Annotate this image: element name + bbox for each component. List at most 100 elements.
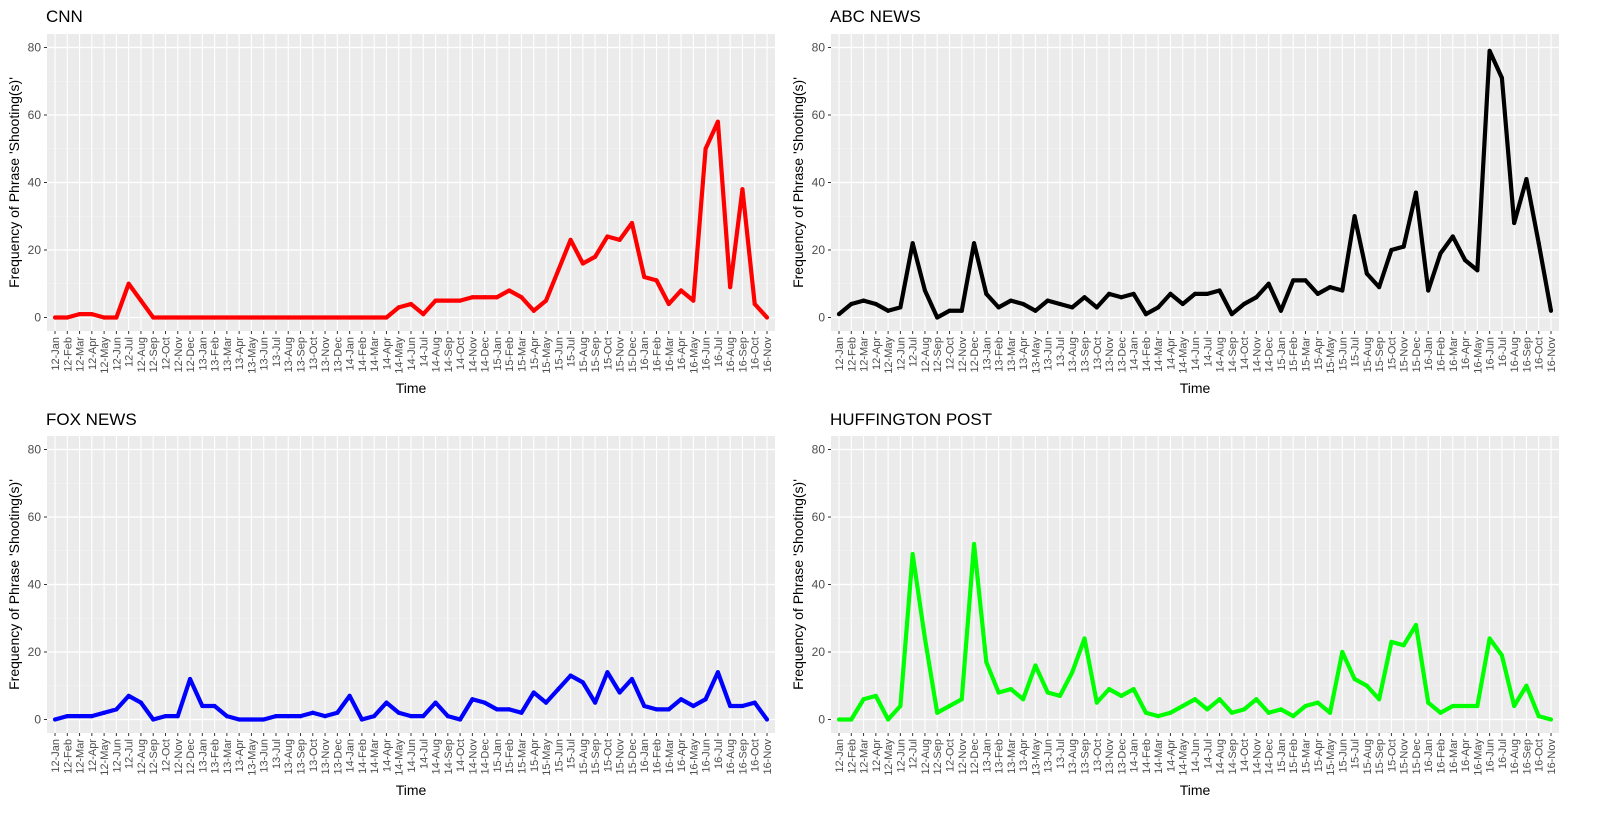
x-tick-label: 12-Jul bbox=[124, 739, 136, 769]
x-tick-label: 16-Feb bbox=[652, 337, 664, 372]
data-point bbox=[1008, 687, 1013, 692]
x-tick-label: 13-Dec bbox=[1116, 337, 1128, 373]
data-point bbox=[163, 315, 168, 320]
x-axis-label: Time bbox=[396, 782, 427, 798]
x-tick-label: 13-Jan bbox=[197, 739, 209, 773]
data-point bbox=[1340, 649, 1345, 655]
data-point bbox=[507, 288, 512, 293]
data-point bbox=[519, 295, 524, 300]
x-tick-label: 16-Jun bbox=[701, 337, 713, 371]
data-point bbox=[873, 301, 878, 307]
data-point bbox=[1315, 291, 1320, 296]
data-point bbox=[163, 714, 168, 719]
x-tick-label: 16-Jul bbox=[1497, 337, 1509, 367]
data-point bbox=[1266, 281, 1271, 286]
x-tick-label: 15-Mar bbox=[1300, 337, 1312, 372]
data-point bbox=[126, 693, 131, 698]
data-point bbox=[593, 254, 598, 259]
data-point bbox=[1156, 714, 1161, 719]
x-tick-label: 15-Mar bbox=[516, 739, 528, 774]
data-point bbox=[752, 301, 757, 307]
data-point bbox=[1217, 697, 1222, 702]
y-tick-label: 60 bbox=[28, 108, 42, 122]
data-point bbox=[286, 714, 291, 719]
x-tick-label: 12-Dec bbox=[185, 337, 197, 373]
data-point bbox=[1450, 234, 1455, 239]
data-point bbox=[1266, 710, 1271, 715]
data-point bbox=[384, 700, 389, 705]
x-tick-label: 13-Sep bbox=[1080, 337, 1092, 372]
x-tick-label: 12-May bbox=[99, 337, 111, 374]
x-tick-label: 15-Jan bbox=[1276, 739, 1288, 773]
x-tick-label: 15-Feb bbox=[1288, 739, 1300, 774]
x-tick-label: 14-Aug bbox=[431, 337, 443, 372]
data-point bbox=[1278, 308, 1284, 313]
x-tick-label: 12-May bbox=[883, 739, 895, 776]
x-tick-label: 12-Sep bbox=[148, 337, 160, 372]
y-tick-label: 20 bbox=[28, 645, 42, 659]
data-point bbox=[1057, 693, 1063, 698]
x-tick-label: 16-Jun bbox=[1485, 337, 1497, 371]
x-tick-label: 14-Mar bbox=[1153, 739, 1165, 774]
data-point bbox=[728, 703, 733, 709]
x-tick-label: 14-Aug bbox=[1215, 337, 1227, 372]
x-tick-label: 12-Jul bbox=[124, 337, 136, 367]
data-point bbox=[310, 710, 315, 715]
x-tick-label: 13-Sep bbox=[296, 739, 308, 774]
data-point bbox=[996, 690, 1001, 695]
data-point bbox=[1327, 285, 1333, 290]
data-point bbox=[77, 714, 82, 719]
x-tick-label: 12-Jun bbox=[895, 739, 907, 773]
data-point bbox=[1021, 697, 1026, 702]
x-tick-label: 16-Feb bbox=[1436, 337, 1448, 372]
x-tick-label: 14-Jun bbox=[406, 337, 418, 371]
data-point bbox=[935, 710, 940, 715]
x-tick-label: 16-Nov bbox=[1546, 739, 1558, 775]
x-tick-label: 16-Aug bbox=[1509, 337, 1521, 372]
x-tick-label: 15-Nov bbox=[615, 739, 627, 775]
x-tick-label: 15-Jul bbox=[1350, 739, 1362, 769]
data-point bbox=[1364, 271, 1369, 276]
x-tick-label: 14-Nov bbox=[467, 337, 479, 373]
data-point bbox=[1143, 312, 1148, 317]
x-tick-label: 16-Jan bbox=[639, 739, 651, 773]
x-tick-label: 16-Nov bbox=[1546, 337, 1558, 373]
y-tick-label: 40 bbox=[28, 176, 42, 190]
x-tick-label: 14-May bbox=[394, 739, 406, 776]
y-tick-label: 20 bbox=[28, 243, 42, 257]
y-axis-label: Frequency of Phrase 'Shooting(s)' bbox=[6, 77, 22, 288]
x-tick-label: 16-Feb bbox=[652, 739, 664, 774]
x-tick-label: 12-May bbox=[883, 337, 895, 374]
x-tick-label: 14-Sep bbox=[443, 337, 455, 372]
x-tick-label: 12-Aug bbox=[920, 739, 932, 774]
x-tick-label: 13-Feb bbox=[210, 337, 222, 372]
data-point bbox=[556, 268, 561, 273]
panel-title: ABC NEWS bbox=[830, 7, 921, 26]
data-point bbox=[666, 301, 671, 307]
x-tick-label: 16-Apr bbox=[1460, 739, 1472, 772]
x-tick-label: 12-Oct bbox=[944, 739, 956, 772]
data-point bbox=[77, 312, 82, 317]
x-tick-label: 13-Jun bbox=[259, 337, 271, 371]
data-point bbox=[249, 717, 254, 722]
y-tick-label: 0 bbox=[34, 311, 41, 325]
x-tick-label: 13-Apr bbox=[234, 337, 246, 370]
x-tick-label: 13-Jul bbox=[1055, 337, 1067, 367]
x-tick-label: 12-Jan bbox=[50, 739, 62, 773]
x-tick-label: 13-Sep bbox=[296, 337, 308, 372]
data-point bbox=[494, 295, 500, 300]
data-point bbox=[335, 710, 340, 715]
data-point bbox=[273, 714, 279, 719]
x-tick-label: 12-Aug bbox=[136, 739, 148, 774]
data-point bbox=[678, 288, 684, 293]
data-point bbox=[898, 305, 903, 310]
x-tick-label: 13-Oct bbox=[1092, 739, 1104, 772]
y-tick-label: 40 bbox=[812, 176, 826, 190]
data-point bbox=[1377, 285, 1382, 290]
data-point bbox=[200, 703, 205, 709]
x-tick-label: 16-Jul bbox=[713, 337, 725, 367]
y-axis-label: Frequency of Phrase 'Shooting(s)' bbox=[6, 479, 22, 690]
